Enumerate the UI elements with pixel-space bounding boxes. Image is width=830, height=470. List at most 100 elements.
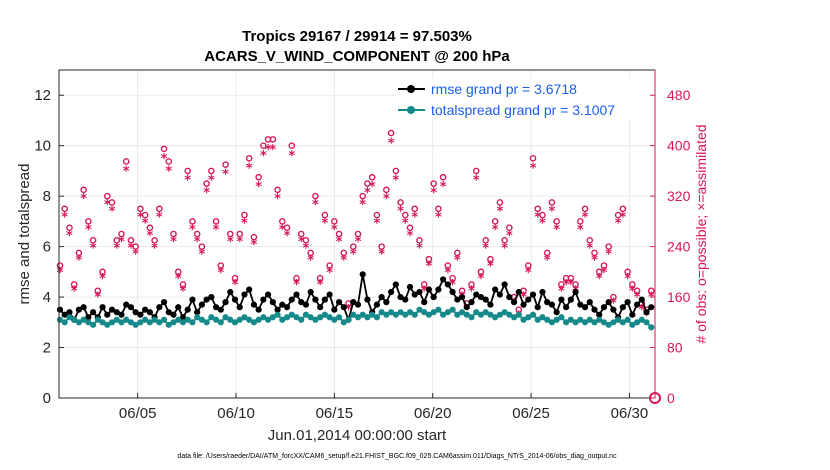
obs-assimilated-marker: * [586,241,593,256]
series-point-rmse [146,309,153,316]
obs-assimilated-marker: * [123,164,130,179]
series-point-rmse [430,293,437,301]
obs-assimilated-marker: * [378,247,385,262]
series-point-totalspread [208,314,215,321]
obs-assimilated-marker: * [355,235,362,250]
obs-possible-marker [179,281,187,288]
series-point-totalspread [553,316,560,323]
series-point-totalspread [440,311,447,318]
series-point-rmse [160,299,168,306]
obs-assimilated-marker: * [549,204,556,219]
series-point-rmse [638,296,645,303]
series-point-rmse [383,299,390,306]
series-point-totalspread [104,321,111,328]
series-point-totalspread [463,311,470,318]
obs-assimilated-marker: * [624,272,631,287]
series-point-totalspread [563,319,570,326]
series-point-rmse [108,306,116,313]
obs-assimilated-marker: * [217,266,224,281]
obs-possible-marker [401,211,409,219]
series-point-totalspread [520,316,527,323]
series-point-rmse [425,286,433,293]
obs-possible-marker [373,211,381,219]
series-point-totalspread [198,316,205,323]
obs-possible-marker [260,142,267,149]
series-point-totalspread [321,311,328,318]
obs-assimilated-marker: * [132,247,139,262]
obs-assimilated-marker: * [629,284,636,299]
y-axis-right-label: # of obs: o=possible; ×=assimilated [693,124,709,343]
obs-assimilated-marker: * [539,217,546,232]
series-point-rmse [506,293,513,301]
obs-possible-marker [193,230,201,238]
obs-assimilated-marker: * [426,260,433,275]
series-point-totalspread [283,314,291,321]
obs-possible-marker [392,167,400,175]
obs-possible-marker [156,205,163,213]
series-point-totalspread [378,309,385,316]
y-tick-label: 2 [43,340,51,357]
obs-possible-marker [553,218,560,225]
series-point-rmse [198,301,205,308]
series-point-rmse [175,304,182,311]
obs-possible-marker [297,230,305,238]
series-point-rmse [402,296,409,303]
obs-assimilated-marker: * [104,198,111,213]
series-point-totalspread [302,311,310,318]
series-point-totalspread [222,314,229,321]
obs-possible-marker [189,218,196,225]
series-point-totalspread [586,316,593,323]
series-point-rmse [373,301,381,308]
obs-assimilated-marker: * [194,235,201,250]
series-point-totalspread [279,316,286,323]
series-point-totalspread [340,319,347,326]
series-point-totalspread [449,306,456,313]
series-point-totalspread [331,316,338,323]
obs-assimilated-marker: * [109,204,116,219]
obs-possible-marker [56,262,64,269]
series-point-totalspread [203,319,210,326]
obs-possible-marker [321,211,329,219]
series-point-totalspread [236,316,243,323]
obs-possible-marker [506,224,513,231]
series-point-totalspread [99,319,106,326]
series-point-totalspread [387,309,395,316]
series-point-rmse [269,299,276,306]
series-point-totalspread [572,319,579,326]
obs-assimilated-marker: * [326,266,333,281]
obs-assimilated-marker: * [596,272,603,287]
obs-possible-marker [255,173,262,181]
series-point-totalspread [501,309,508,316]
obs-assimilated-marker: * [402,217,409,232]
series-point-rmse [487,301,494,308]
obs-possible-marker [85,218,92,225]
y-right-tick-label: 240 [667,239,691,255]
x-tick-label: 06/05 [119,405,157,422]
series-point-totalspread [142,316,149,323]
obs-assimilated-marker: * [80,192,87,207]
series-point-rmse [633,301,641,308]
obs-possible-marker [524,262,532,269]
series-point-rmse [350,299,357,306]
series-point-rmse [317,304,324,311]
obs-possible-marker [501,237,508,244]
obs-assimilated-marker: * [421,284,428,299]
obs-assimilated-marker: * [435,211,442,226]
obs-assimilated-marker: * [619,211,626,226]
series-point-totalspread [406,309,414,316]
series-point-rmse [572,288,579,296]
series-point-totalspread [350,311,357,318]
obs-possible-marker [539,211,546,219]
obs-assimilated-marker: * [66,229,73,244]
series-point-rmse [89,309,97,316]
x-axis-label: Jun.01,2014 00:00:00 start [268,427,447,444]
series-point-rmse [473,291,480,298]
series-point-totalspread [458,309,466,316]
series-point-rmse [321,296,328,303]
series-point-totalspread [482,309,489,316]
series-point-totalspread [317,314,324,321]
obs-assimilated-marker: * [321,217,328,232]
series-point-totalspread [539,314,546,321]
series-point-totalspread [596,316,603,323]
series-point-totalspread [591,319,598,326]
